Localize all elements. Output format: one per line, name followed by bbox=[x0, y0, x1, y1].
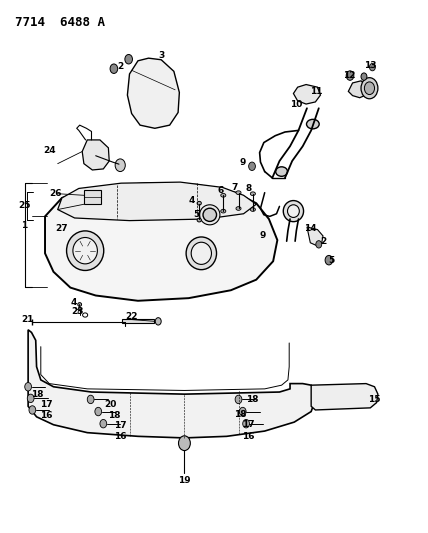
Circle shape bbox=[29, 406, 36, 414]
Polygon shape bbox=[307, 227, 323, 245]
Circle shape bbox=[27, 394, 34, 402]
Text: 13: 13 bbox=[364, 61, 377, 69]
Circle shape bbox=[115, 159, 125, 172]
Text: 15: 15 bbox=[368, 395, 381, 404]
Circle shape bbox=[364, 82, 374, 94]
Polygon shape bbox=[294, 85, 321, 104]
Text: 9: 9 bbox=[240, 158, 246, 167]
Circle shape bbox=[95, 407, 101, 416]
Ellipse shape bbox=[236, 191, 241, 195]
Circle shape bbox=[369, 63, 375, 71]
Text: 17: 17 bbox=[114, 421, 127, 430]
Text: 14: 14 bbox=[304, 224, 317, 233]
Text: 19: 19 bbox=[178, 475, 191, 484]
Ellipse shape bbox=[221, 193, 226, 197]
Text: 7: 7 bbox=[231, 183, 238, 192]
Circle shape bbox=[239, 407, 246, 416]
Ellipse shape bbox=[83, 313, 88, 317]
Circle shape bbox=[249, 162, 256, 171]
Text: 23: 23 bbox=[72, 307, 84, 316]
Circle shape bbox=[110, 64, 118, 74]
Text: 27: 27 bbox=[55, 224, 67, 233]
Text: 21: 21 bbox=[21, 315, 33, 324]
Text: 11: 11 bbox=[310, 87, 322, 96]
Ellipse shape bbox=[250, 192, 256, 196]
Text: 9: 9 bbox=[259, 231, 266, 240]
Text: 25: 25 bbox=[18, 201, 31, 211]
Ellipse shape bbox=[197, 218, 201, 222]
Circle shape bbox=[87, 395, 94, 403]
Circle shape bbox=[325, 255, 333, 265]
Circle shape bbox=[100, 419, 107, 428]
Text: 5: 5 bbox=[193, 211, 199, 219]
Text: 26: 26 bbox=[49, 189, 62, 198]
Text: 18: 18 bbox=[108, 411, 121, 420]
Polygon shape bbox=[128, 58, 179, 128]
Text: 16: 16 bbox=[114, 432, 126, 441]
Ellipse shape bbox=[73, 238, 98, 264]
Polygon shape bbox=[122, 319, 154, 324]
Text: 17: 17 bbox=[39, 400, 52, 409]
Ellipse shape bbox=[199, 205, 220, 225]
Text: 24: 24 bbox=[43, 146, 56, 155]
Text: 5: 5 bbox=[328, 256, 335, 265]
Polygon shape bbox=[45, 183, 277, 301]
Text: 17: 17 bbox=[242, 420, 255, 429]
Text: 12: 12 bbox=[343, 71, 355, 80]
Text: 2: 2 bbox=[321, 237, 327, 246]
Circle shape bbox=[155, 318, 161, 325]
Circle shape bbox=[346, 71, 354, 80]
Text: 1: 1 bbox=[21, 221, 27, 230]
Circle shape bbox=[243, 419, 250, 428]
Circle shape bbox=[316, 241, 322, 248]
Text: 7714  6488 A: 7714 6488 A bbox=[15, 16, 105, 29]
Ellipse shape bbox=[288, 205, 299, 217]
Text: 6: 6 bbox=[217, 185, 223, 195]
Text: 3: 3 bbox=[158, 51, 164, 60]
Ellipse shape bbox=[283, 200, 303, 222]
Polygon shape bbox=[28, 330, 315, 438]
Ellipse shape bbox=[78, 303, 82, 306]
Ellipse shape bbox=[221, 209, 226, 213]
Ellipse shape bbox=[276, 167, 288, 176]
Polygon shape bbox=[84, 190, 101, 204]
Circle shape bbox=[361, 73, 367, 80]
Circle shape bbox=[361, 78, 378, 99]
Polygon shape bbox=[311, 384, 378, 410]
Polygon shape bbox=[82, 140, 109, 170]
Text: 4: 4 bbox=[189, 196, 195, 205]
Text: 16: 16 bbox=[40, 411, 52, 420]
Text: 22: 22 bbox=[125, 312, 138, 321]
Ellipse shape bbox=[186, 237, 217, 270]
Text: 20: 20 bbox=[104, 400, 117, 409]
Circle shape bbox=[125, 54, 133, 64]
Ellipse shape bbox=[250, 208, 256, 212]
Ellipse shape bbox=[236, 207, 241, 211]
Ellipse shape bbox=[67, 231, 104, 270]
Text: 8: 8 bbox=[246, 184, 252, 193]
Ellipse shape bbox=[306, 119, 319, 129]
Ellipse shape bbox=[197, 201, 201, 205]
Text: 18: 18 bbox=[246, 395, 258, 404]
Circle shape bbox=[178, 436, 190, 450]
Text: 2: 2 bbox=[117, 62, 123, 70]
Ellipse shape bbox=[203, 208, 217, 221]
Text: 18: 18 bbox=[234, 410, 247, 419]
Text: 4: 4 bbox=[71, 298, 77, 307]
Polygon shape bbox=[348, 81, 368, 98]
Text: 18: 18 bbox=[31, 390, 44, 399]
Polygon shape bbox=[58, 182, 256, 221]
Text: 16: 16 bbox=[242, 432, 255, 441]
Circle shape bbox=[25, 383, 32, 391]
Text: 10: 10 bbox=[290, 100, 303, 109]
Circle shape bbox=[235, 395, 242, 403]
Ellipse shape bbox=[191, 242, 211, 264]
